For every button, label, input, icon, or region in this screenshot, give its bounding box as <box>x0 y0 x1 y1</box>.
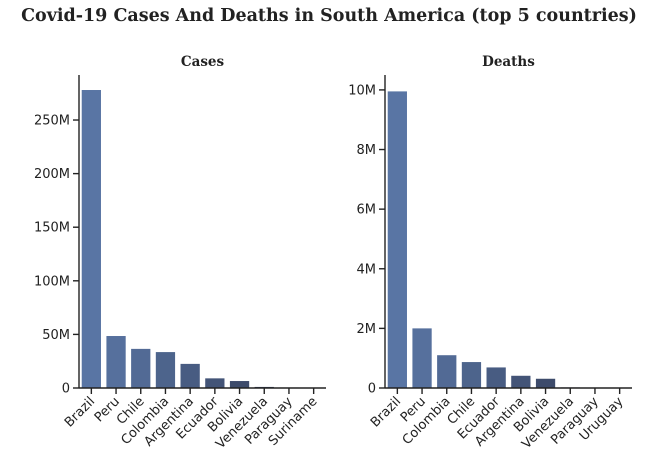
cases-y-tick-label: 250M <box>34 114 70 129</box>
deaths-y-tick-label: 10M <box>348 83 376 98</box>
deaths-bar-brazil <box>387 91 407 389</box>
cases-bar-argentina <box>180 363 200 388</box>
deaths-bar-chile <box>461 362 482 388</box>
cases-bar-chile <box>131 348 151 388</box>
deaths-subplot-title: Deaths <box>482 54 535 70</box>
deaths-bar-argentina <box>511 375 531 388</box>
cases-bar-ecuador <box>205 378 225 388</box>
deaths-y-tick-label: 4M <box>357 262 377 277</box>
deaths-bar-ecuador <box>486 367 506 388</box>
deaths-panel: Deaths02M4M6M8M10MBrazilPeruColombiaChil… <box>348 54 632 452</box>
cases-subplot-title: Cases <box>181 54 225 70</box>
cases-y-tick-label: 100M <box>34 274 70 289</box>
cases-bar-peru <box>106 336 126 388</box>
deaths-bar-bolivia <box>535 378 556 388</box>
figure-title: Covid-19 Cases And Deaths in South Ameri… <box>21 6 637 26</box>
deaths-bar-peru <box>412 328 432 388</box>
cases-bar-brazil <box>81 90 101 389</box>
cases-y-tick-label: 150M <box>34 221 70 236</box>
cases-x-tick-label: Brazil <box>62 394 98 430</box>
cases-bar-colombia <box>155 352 176 388</box>
cases-y-tick-label: 0 <box>62 382 70 397</box>
deaths-bar-colombia <box>437 355 457 388</box>
deaths-y-tick-label: 8M <box>357 143 377 158</box>
cases-y-tick-label: 200M <box>34 167 70 182</box>
cases-bar-bolivia <box>229 381 250 388</box>
deaths-y-tick-label: 0 <box>368 382 376 397</box>
deaths-y-tick-label: 2M <box>357 322 377 337</box>
cases-panel: Cases050M100M150M200M250MBrazilPeruChile… <box>34 54 326 452</box>
cases-y-tick-label: 50M <box>42 328 70 343</box>
deaths-x-tick-label: Brazil <box>368 394 404 430</box>
deaths-y-tick-label: 6M <box>357 203 377 218</box>
